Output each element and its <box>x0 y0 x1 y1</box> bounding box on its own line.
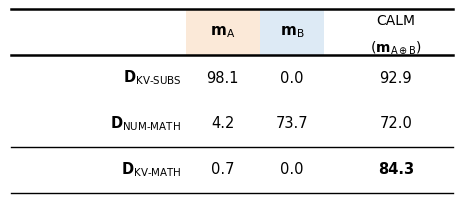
Bar <box>186 9 259 55</box>
Text: 72.0: 72.0 <box>378 116 411 132</box>
Text: 0.7: 0.7 <box>211 162 234 177</box>
Text: 0.0: 0.0 <box>280 70 303 86</box>
Text: $\mathbf{D}_{\mathrm{KV\text{-}MATH}}$: $\mathbf{D}_{\mathrm{KV\text{-}MATH}}$ <box>120 160 181 179</box>
Text: 0.0: 0.0 <box>280 162 303 177</box>
Text: $(\mathbf{m}_{\mathrm{A\oplus B}})$: $(\mathbf{m}_{\mathrm{A\oplus B}})$ <box>369 39 421 56</box>
Text: CALM: CALM <box>375 14 414 28</box>
Text: 4.2: 4.2 <box>211 116 234 132</box>
Text: 84.3: 84.3 <box>377 162 413 177</box>
Text: $\mathbf{m}_\mathrm{B}$: $\mathbf{m}_\mathrm{B}$ <box>279 24 304 40</box>
Text: 92.9: 92.9 <box>379 70 411 86</box>
Bar <box>259 9 324 55</box>
Text: $\mathbf{m}_\mathrm{A}$: $\mathbf{m}_\mathrm{A}$ <box>210 24 235 40</box>
Text: 98.1: 98.1 <box>206 70 238 86</box>
Text: $\mathbf{D}_{\mathrm{NUM\text{-}MATH}}$: $\mathbf{D}_{\mathrm{NUM\text{-}MATH}}$ <box>110 115 181 133</box>
Text: 73.7: 73.7 <box>275 116 307 132</box>
Text: $\mathbf{D}_{\mathrm{KV\text{-}SUBS}}$: $\mathbf{D}_{\mathrm{KV\text{-}SUBS}}$ <box>122 69 181 87</box>
